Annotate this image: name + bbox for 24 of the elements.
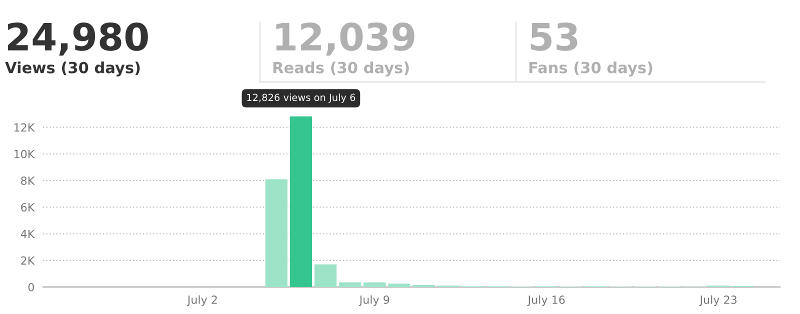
x-tick-label: July 9 — [358, 295, 390, 306]
text: 12,826 views on July 6 — [247, 94, 356, 103]
bar — [314, 264, 337, 287]
text: 12,039 — [276, 22, 414, 56]
y-tick-label: 0 — [28, 282, 34, 292]
y-tick-label: 4K — [20, 230, 35, 238]
bar — [339, 282, 362, 287]
bar — [265, 179, 288, 287]
y-tick-label: 2K — [21, 256, 35, 265]
y-tick-label: 8K — [21, 176, 35, 185]
y-tick-label: 10K — [14, 150, 35, 158]
x-tick-label: July 16 — [527, 295, 565, 306]
bar — [364, 282, 386, 287]
x-tick-label: July 2 — [186, 295, 217, 306]
y-tick-label: 6K — [21, 203, 35, 212]
text: Fans (30 days) — [529, 62, 652, 76]
text: Views (30 days) — [5, 62, 140, 76]
x-tick-label: July 23 — [699, 295, 737, 306]
text: Reads (30 days) — [273, 62, 409, 76]
y-tick-label: 12K — [14, 123, 35, 132]
bar — [388, 284, 410, 287]
text: 53 — [530, 22, 578, 51]
text: 24,980 — [8, 22, 148, 56]
bar — [290, 116, 312, 287]
